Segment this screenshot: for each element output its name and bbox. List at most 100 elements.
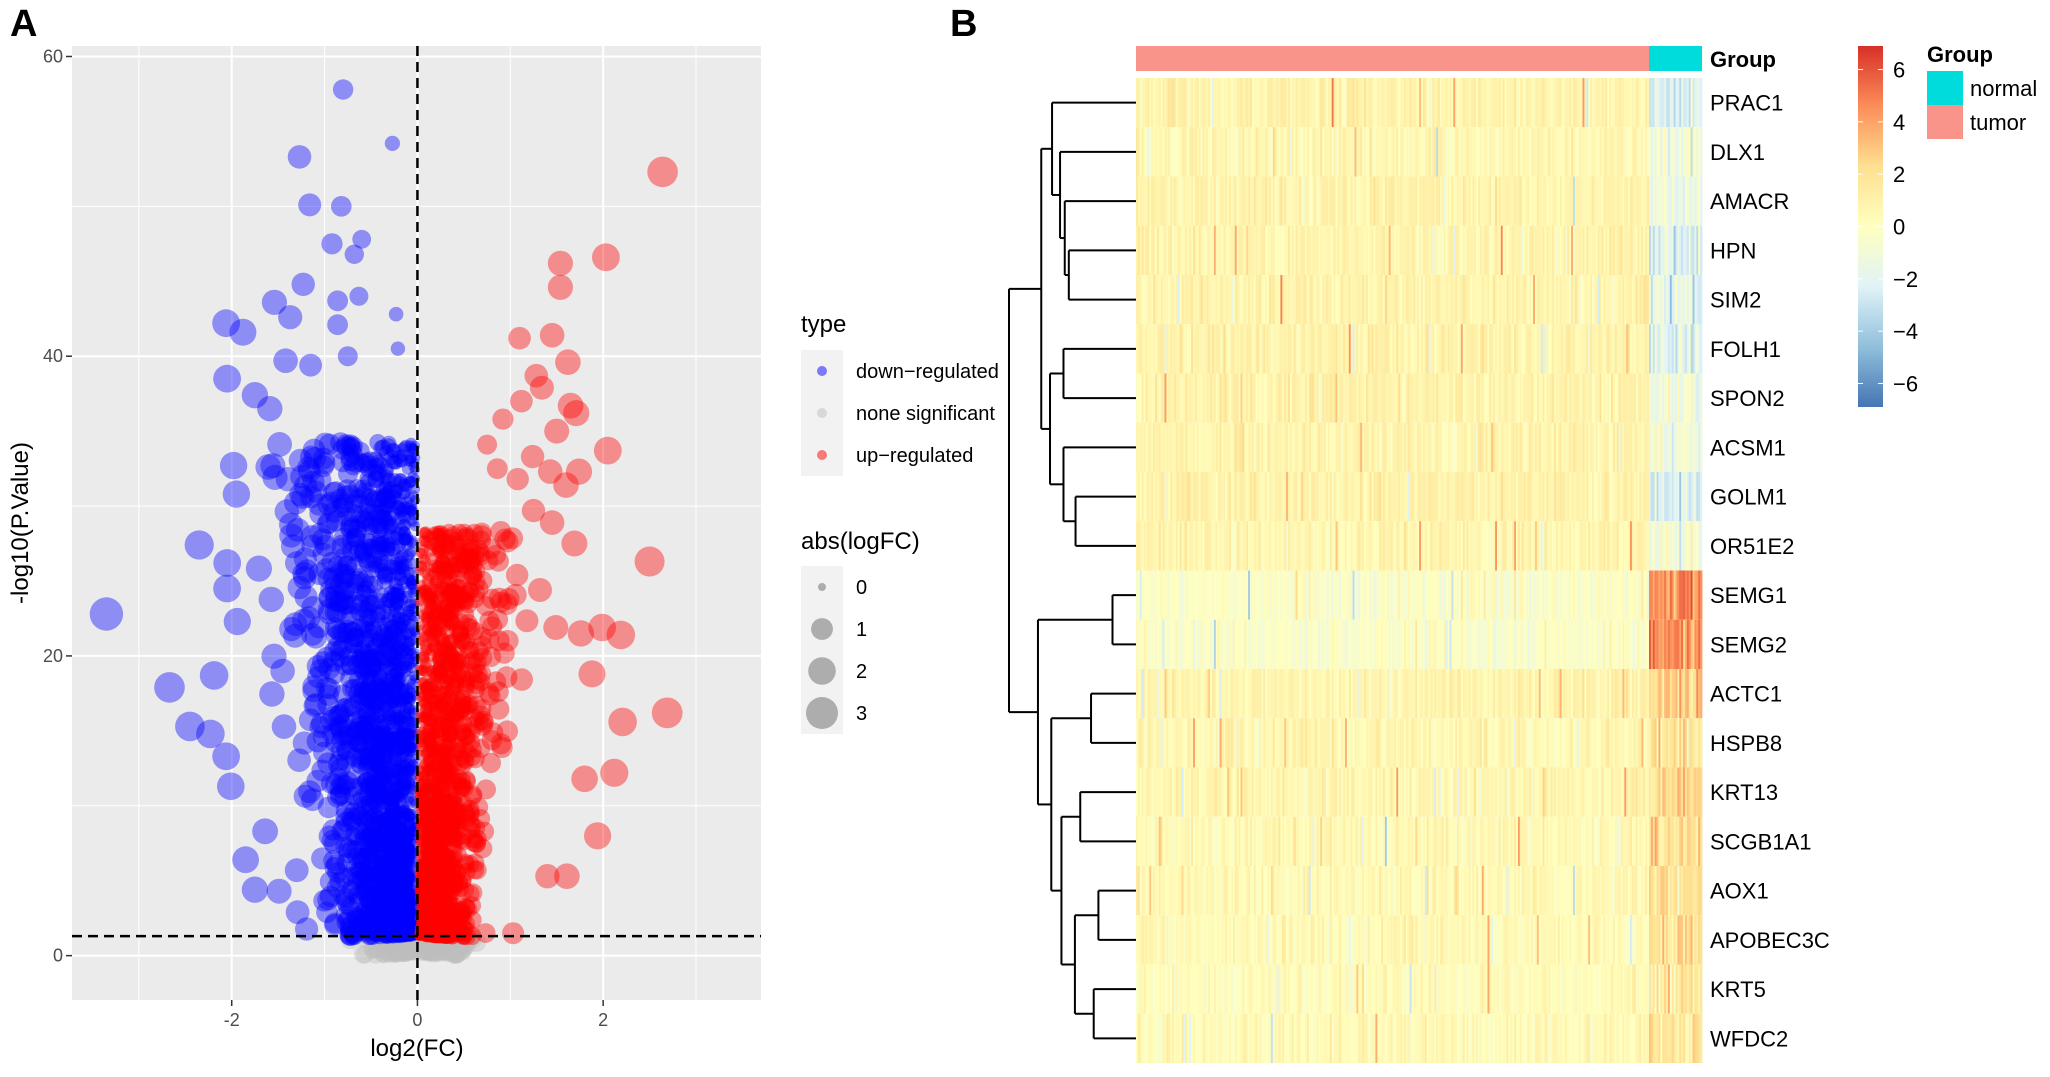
point-down-regulated (348, 806, 367, 825)
point-up-regulated (462, 619, 481, 638)
point-up-regulated (508, 327, 531, 350)
point-down-regulated (259, 681, 284, 706)
point-up-regulated (436, 877, 451, 892)
point-up-regulated (420, 924, 432, 936)
point-up-regulated (430, 911, 444, 925)
x-tick-label: 0 (412, 1010, 422, 1030)
point-up-regulated (528, 578, 552, 602)
point-down-regulated (278, 305, 302, 329)
point-down-regulated (224, 608, 251, 635)
point-down-regulated (295, 585, 318, 608)
point-down-regulated (312, 455, 334, 477)
point-up-regulated (433, 534, 448, 549)
point-down-regulated (90, 597, 123, 630)
point-up-regulated (482, 616, 502, 636)
point-down-regulated (267, 879, 292, 904)
legend-size-title: abs(logFC) (801, 528, 920, 555)
point-down-regulated (313, 890, 335, 912)
point-down-regulated (270, 659, 295, 684)
y-tick-label: 60 (43, 46, 63, 66)
heatmap-cell (1700, 78, 1702, 127)
point-down-regulated (288, 145, 312, 169)
point-up-regulated (442, 571, 458, 587)
point-up-regulated (448, 675, 465, 692)
point-up-regulated (418, 654, 430, 666)
point-down-regulated (365, 551, 382, 568)
point-down-regulated (285, 858, 309, 882)
point-down-regulated (317, 684, 339, 706)
point-down-regulated (327, 290, 348, 311)
point-up-regulated (510, 668, 533, 691)
point-up-regulated (420, 528, 432, 540)
point-none-significant (431, 945, 446, 960)
legend-label: 3 (856, 703, 867, 725)
point-down-regulated (331, 196, 352, 217)
point-down-regulated (380, 541, 396, 557)
point-down-regulated (382, 715, 398, 731)
point-down-regulated (267, 432, 292, 457)
point-down-regulated (212, 742, 240, 770)
point-down-regulated (404, 896, 416, 908)
point-up-regulated (430, 703, 444, 717)
point-up-regulated (506, 564, 528, 586)
point-up-regulated (592, 243, 620, 271)
point-up-regulated (430, 723, 444, 737)
point-down-regulated (213, 365, 241, 393)
point-up-regulated (457, 696, 475, 714)
point-up-regulated (451, 736, 468, 753)
point-up-regulated (447, 652, 464, 669)
point-down-regulated (379, 820, 395, 836)
point-down-regulated (223, 480, 250, 507)
point-down-regulated (364, 660, 382, 678)
point-up-regulated (471, 739, 490, 758)
point-up-regulated (553, 472, 579, 498)
point-down-regulated (347, 732, 366, 751)
point-up-regulated (540, 323, 565, 348)
point-up-regulated (421, 833, 434, 846)
point-up-regulated (510, 390, 533, 413)
legend-label: 2 (856, 661, 867, 683)
point-down-regulated (292, 273, 315, 296)
point-up-regulated (476, 596, 496, 616)
point-up-regulated (434, 749, 449, 764)
point-down-regulated (374, 758, 391, 775)
point-up-regulated (548, 275, 573, 300)
point-up-regulated (415, 665, 425, 675)
point-down-regulated (333, 79, 353, 99)
point-down-regulated (364, 728, 382, 746)
point-up-regulated (594, 437, 622, 465)
point-up-regulated (652, 698, 683, 729)
point-up-regulated (446, 813, 463, 830)
point-up-regulated (477, 435, 497, 455)
point-up-regulated (647, 157, 678, 188)
point-down-regulated (323, 850, 344, 871)
point-down-regulated (279, 617, 303, 641)
point-up-regulated (468, 653, 487, 672)
point-down-regulated (299, 354, 322, 377)
point-down-regulated (360, 857, 378, 875)
point-up-regulated (530, 376, 554, 400)
point-down-regulated (242, 877, 268, 903)
point-up-regulated (502, 922, 524, 944)
legend-size-key (806, 697, 838, 729)
point-none-significant (403, 947, 415, 959)
point-down-regulated (404, 907, 416, 919)
point-up-regulated (455, 795, 473, 813)
point-down-regulated (391, 835, 405, 849)
point-up-regulated (422, 611, 435, 624)
y-tick-label: 0 (53, 946, 63, 966)
point-down-regulated (232, 846, 259, 873)
panel-b-label: B (950, 3, 977, 45)
point-down-regulated (353, 682, 372, 701)
x-tick-label: 2 (598, 1010, 608, 1030)
point-up-regulated (561, 531, 587, 557)
point-up-regulated (462, 821, 481, 840)
point-down-regulated (377, 472, 393, 488)
point-down-regulated (396, 857, 409, 870)
point-down-regulated (276, 467, 300, 491)
heatmap-cells (1136, 78, 1702, 1063)
point-down-regulated (342, 840, 362, 860)
point-up-regulated (456, 751, 474, 769)
